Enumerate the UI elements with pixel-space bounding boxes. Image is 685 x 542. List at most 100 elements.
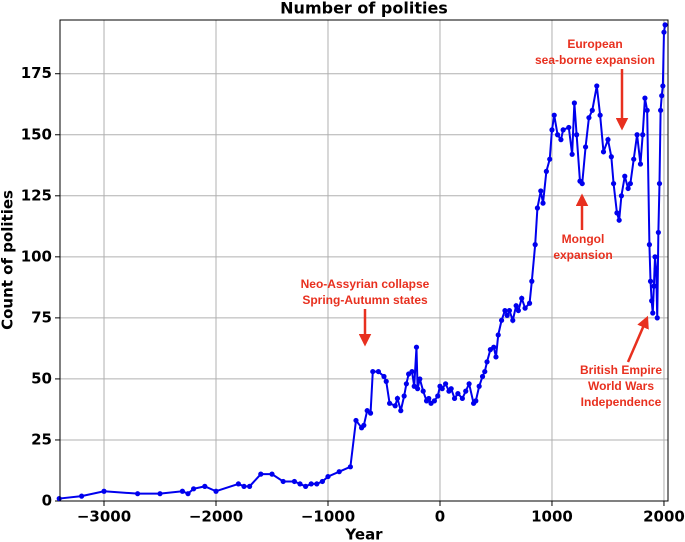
data-point [543, 168, 549, 174]
data-point [361, 422, 367, 428]
data-point [646, 242, 653, 248]
data-point [442, 381, 449, 387]
data-point [431, 398, 437, 404]
data-point [582, 144, 589, 150]
data-point [325, 473, 331, 480]
data-point [579, 180, 585, 187]
data-point [608, 154, 614, 160]
data-point [491, 344, 497, 350]
data-point [631, 156, 637, 162]
plot [56, 22, 668, 502]
data-point [658, 107, 664, 113]
data-point [506, 307, 513, 314]
y-tick-label: 125 [21, 186, 52, 204]
data-point [647, 278, 654, 284]
data-point [502, 307, 508, 314]
data-point [398, 408, 404, 414]
data-point [479, 373, 486, 380]
data-point [79, 493, 85, 499]
data-point [459, 395, 465, 402]
data-point [504, 312, 510, 319]
data-point [532, 242, 538, 248]
data-point [515, 307, 521, 314]
chart-title: Number of polities [280, 0, 448, 18]
data-point [644, 107, 650, 113]
data-point [656, 180, 663, 187]
data-point [549, 127, 555, 133]
data-point [597, 112, 603, 118]
data-point [660, 83, 666, 89]
annotation-line: Neo-Assyrian collapse [301, 277, 430, 291]
data-point [529, 278, 535, 284]
annotation: European sea-borne expansion [535, 37, 655, 67]
data-point [135, 491, 141, 497]
data-point [403, 381, 409, 387]
data-point [56, 495, 62, 502]
data-point [241, 483, 247, 489]
annotation-line: sea-borne expansion [535, 53, 655, 67]
data-point [202, 483, 208, 489]
data-point [574, 132, 580, 138]
data-point [466, 381, 472, 387]
data-point [463, 388, 469, 394]
data-point [662, 22, 668, 28]
data-point [401, 393, 407, 399]
data-point [569, 151, 575, 157]
data-point [381, 373, 387, 380]
data-point [213, 488, 219, 494]
annotation-line: Spring-Autumn states [302, 293, 428, 307]
annotation-line: European [567, 37, 622, 51]
data-point [455, 390, 461, 397]
data-point [650, 310, 656, 316]
data-point [586, 115, 592, 121]
data-point [336, 469, 342, 475]
data-point [302, 483, 309, 489]
data-point [625, 185, 631, 192]
data-point [413, 344, 420, 350]
data-point [386, 400, 393, 406]
data-point [291, 478, 297, 485]
data-point [551, 112, 557, 118]
data-point [526, 300, 533, 306]
data-point [297, 481, 303, 487]
x-tick-label: 0 [435, 508, 445, 526]
annotation-line: Independence [581, 395, 662, 409]
data-point [482, 368, 488, 375]
data-point [652, 254, 658, 260]
data-point [540, 200, 546, 206]
data-point [547, 156, 553, 162]
data-point [409, 368, 415, 375]
data-point [651, 283, 657, 289]
data-point [191, 486, 197, 492]
grid [55, 20, 668, 506]
x-axis-label: Year [344, 526, 383, 542]
data-point [600, 149, 607, 155]
data-point [347, 464, 353, 470]
data-point [640, 132, 646, 138]
y-tick-label: 25 [31, 430, 52, 448]
data-point [448, 386, 454, 392]
data-point [522, 305, 528, 311]
y-tick-label: 75 [31, 308, 52, 326]
data-point [435, 393, 441, 399]
y-tick-label: 50 [31, 369, 52, 387]
annotation: Mongol expansion [553, 232, 612, 262]
data-point [308, 481, 314, 487]
data-point [566, 124, 572, 131]
data-point [661, 29, 667, 35]
data-point [654, 315, 660, 321]
data-point [439, 386, 445, 392]
x-tick-label: −2000 [189, 508, 243, 526]
data-point [495, 332, 501, 338]
y-tick-label: 150 [21, 125, 52, 143]
data-point [476, 383, 482, 389]
data-point [538, 188, 544, 194]
data-point [451, 395, 458, 402]
data-point [247, 483, 253, 489]
x-tick-label: −3000 [77, 508, 131, 526]
data-point [353, 417, 359, 424]
data-point [622, 173, 628, 179]
data-point [235, 481, 242, 487]
data-point [616, 217, 622, 223]
annotation: Neo-Assyrian collapse Spring-Autumn state… [301, 277, 430, 307]
